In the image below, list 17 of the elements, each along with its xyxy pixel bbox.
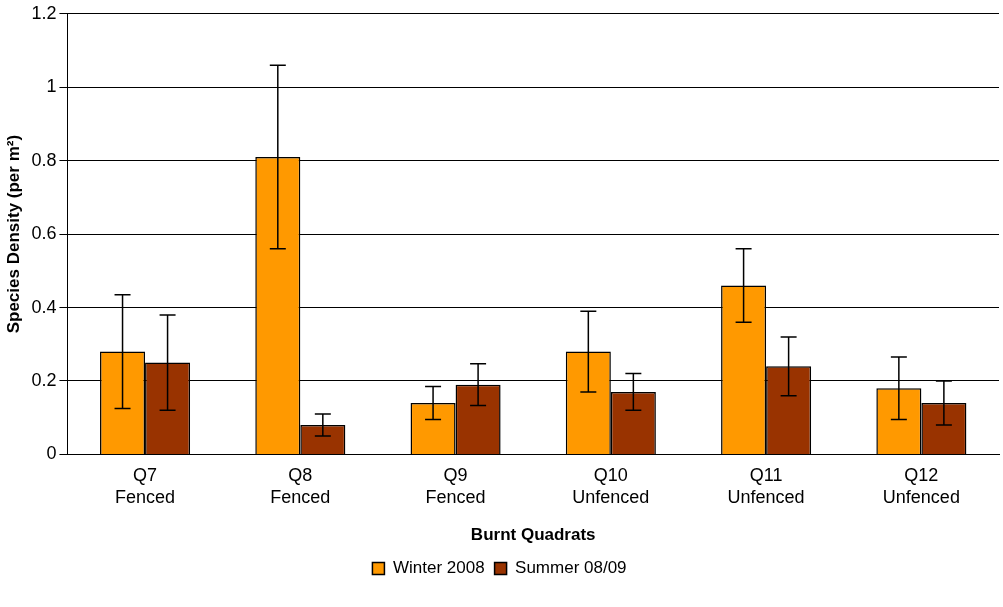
y-tick-label: 1 [46,76,57,97]
legend-label: Winter 2008 [392,558,485,578]
x-tick-label: Q9 Fenced [425,465,486,507]
x-tick-label: Q11 Unfenced [727,465,805,507]
y-axis-title: Species Density (per m²) [3,134,23,334]
y-tick-label: 0.8 [31,149,57,170]
x-tick-label: Q7 Fenced [115,465,176,507]
x-tick-label: Q8 Fenced [270,465,331,507]
x-tick-label: Q10 Unfenced [572,465,650,507]
x-axis-title: Burnt Quadrats [470,525,596,545]
y-tick-label: 0 [46,443,57,464]
legend-label: Summer 08/09 [515,558,627,578]
y-tick-label: 0.2 [31,369,57,390]
y-tick-label: 1.2 [31,2,57,23]
y-tick-label: 0.6 [31,223,57,244]
x-tick-label: Q12 Unfenced [882,465,960,507]
y-tick-label: 0.4 [31,296,57,317]
